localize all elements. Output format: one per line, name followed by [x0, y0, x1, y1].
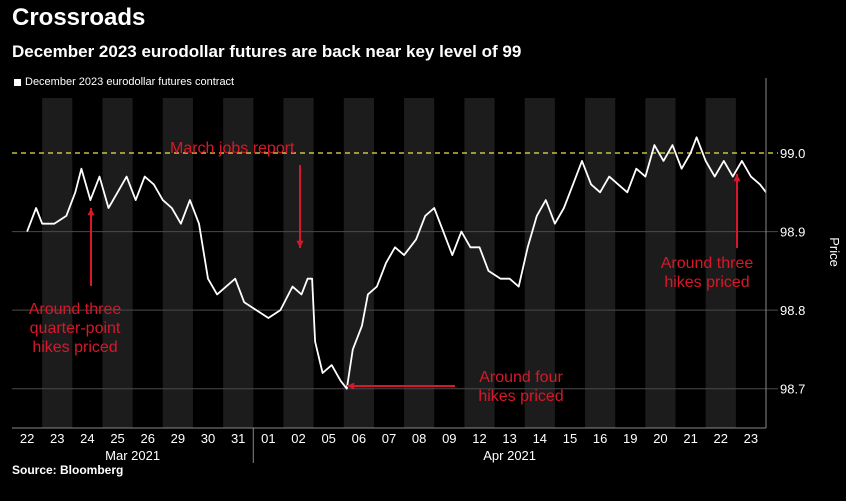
legend-swatch	[14, 78, 21, 86]
source-note: Source: Bloomberg	[12, 463, 124, 477]
legend-label: December 2023 eurodollar futures contrac…	[25, 76, 235, 88]
x-tick-label: 07	[382, 431, 396, 446]
y-tick-label: 98.8	[780, 303, 805, 318]
x-tick-label: 13	[502, 431, 516, 446]
annotation-arrowhead	[733, 174, 741, 182]
annotation-arrowhead	[296, 240, 304, 248]
day-band	[705, 98, 736, 428]
annotation-text: March jobs report	[170, 140, 295, 157]
x-tick-label: 20	[653, 431, 667, 446]
x-tick-label: 02	[291, 431, 305, 446]
x-tick-label: 24	[80, 431, 94, 446]
x-tick-label: 23	[744, 431, 758, 446]
annotation-arrowhead	[87, 208, 95, 216]
y-tick-label: 98.9	[780, 225, 805, 240]
x-tick-label: 15	[563, 431, 577, 446]
x-tick-label: 01	[261, 431, 275, 446]
x-tick-label: 21	[683, 431, 697, 446]
annotation-line: March jobs report	[170, 140, 295, 157]
legend: December 2023 eurodollar futures contrac…	[14, 76, 234, 88]
day-band	[102, 98, 133, 428]
y-axis-label: Price	[827, 237, 842, 267]
x-tick-label: 16	[593, 431, 607, 446]
annotation-line: hikes priced	[32, 339, 117, 356]
y-tick-label: 98.7	[780, 382, 805, 397]
month-label: Mar 2021	[105, 448, 160, 463]
x-tick-label: 19	[623, 431, 637, 446]
chart-subtitle: December 2023 eurodollar futures are bac…	[12, 42, 522, 61]
x-tick-label: 12	[472, 431, 486, 446]
day-band	[283, 98, 314, 428]
x-tick-label: 09	[442, 431, 456, 446]
x-tick-label: 08	[412, 431, 426, 446]
y-tick-label: 99.0	[780, 146, 805, 161]
x-tick-label: 06	[352, 431, 366, 446]
x-tick-label: 29	[171, 431, 185, 446]
day-band	[42, 98, 73, 428]
annotation-line: hikes priced	[478, 388, 563, 405]
annotation-line: quarter-point	[30, 320, 121, 337]
day-band	[585, 98, 616, 428]
chart-title: Crossroads	[12, 4, 146, 31]
annotation-line: Around three	[29, 301, 122, 318]
x-tick-label: 26	[140, 431, 154, 446]
month-label: Apr 2021	[483, 448, 536, 463]
x-tick-label: 30	[201, 431, 215, 446]
x-tick-label: 22	[20, 431, 34, 446]
x-tick-label: 14	[533, 431, 547, 446]
x-tick-label: 23	[50, 431, 64, 446]
series-line	[26, 136, 767, 390]
x-tick-label: 05	[321, 431, 335, 446]
x-tick-label: 31	[231, 431, 245, 446]
annotation-text: Around four hikes priced	[478, 369, 563, 405]
annotation-text: Around three quarter-point hikes priced	[29, 301, 122, 356]
annotation-line: Around four	[479, 369, 563, 386]
annotation-text: Around three hikes priced	[661, 255, 754, 291]
x-tick-label: 22	[714, 431, 728, 446]
day-band	[404, 98, 435, 428]
annotation-line: Around three	[661, 255, 754, 272]
x-tick-label: 25	[110, 431, 124, 446]
annotation-line: hikes priced	[664, 274, 749, 291]
annotation-arrowhead	[347, 382, 355, 390]
